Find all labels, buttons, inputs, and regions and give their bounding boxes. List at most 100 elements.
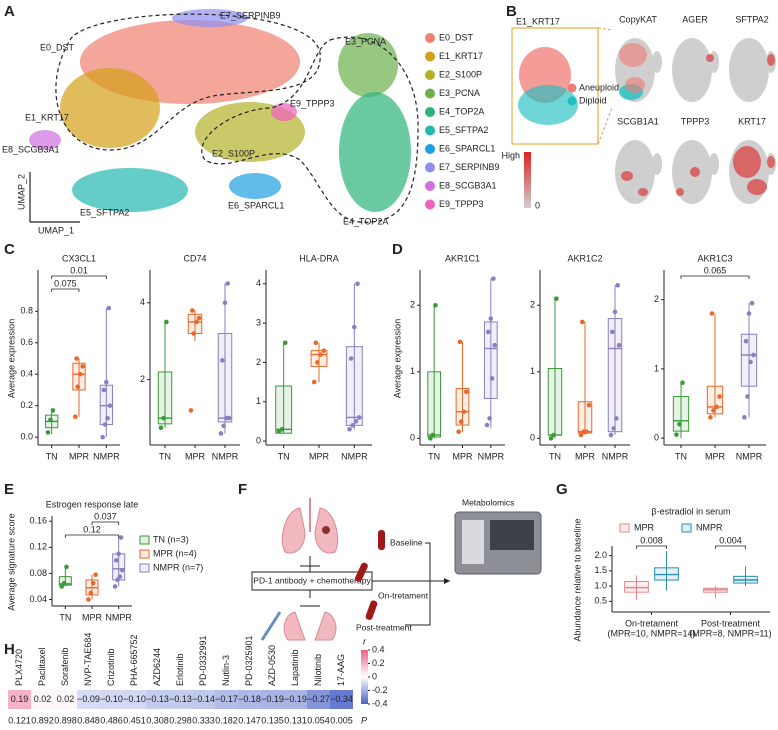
box-body [624,581,649,593]
data-point [464,389,469,395]
data-point [677,421,682,427]
x-tick-label: NMPR [212,451,239,461]
umap-x-label: UMAP_1 [38,225,74,235]
panel-letter: C [4,241,15,258]
cluster-outline [201,36,419,223]
box-body [547,367,563,436]
cell-value: −0.18 [238,694,261,704]
inset-box [511,27,599,145]
box-body [217,333,233,423]
box-body [740,333,758,387]
data-point [77,371,83,377]
data-point [104,379,109,385]
heat-cell [169,690,192,709]
heat-cell [261,690,284,709]
cell-value: −0.17 [215,694,238,704]
y-tick-label: 0 [530,433,535,443]
x-tick-label: TN [59,612,71,622]
y-tick-label: 1 [654,363,659,373]
cell-value: −0.27 [307,694,330,704]
heat-cell [54,690,77,709]
drug-label: NVP-TAE684 [83,633,93,686]
data-point [115,577,120,583]
gene-title: SFTPA2 [735,14,768,24]
data-point [221,423,226,429]
x-tick-label: NMPR [478,451,505,461]
data-point [226,415,232,421]
data-point [615,283,620,288]
y-tick-label: 0.12 [29,542,47,552]
y-axis-label: Average expression [6,319,16,398]
box-body [672,396,690,432]
scalpel-icon [260,611,282,641]
step-label: Baseline [390,537,423,547]
cluster-cloud [60,68,160,148]
legend-swatch [139,549,150,559]
gene-title: TPPP3 [681,116,710,126]
x-tick-label: NMPR [341,451,368,461]
lung-icon [281,507,306,554]
feature-cloud [672,38,712,102]
p-value: 0.182 [215,715,238,725]
colorbar-tick-label: -0.2 [372,685,388,695]
legend-swatch [425,144,435,154]
legend-label: E6_SPARCL1 [439,143,495,153]
panel-letter: F [238,481,247,498]
legend-swatch [425,181,435,191]
y-tick-label: 2 [256,357,261,367]
legend-swatch [425,51,435,62]
box-body [157,371,173,425]
heat-cell [215,690,238,709]
chart-title: AKR1C2 [567,253,602,263]
heat-cell [8,690,31,709]
p-value: 0.054 [307,715,330,725]
x-tick-label: MPR [575,451,596,461]
data-point [711,408,716,413]
data-point [321,348,327,353]
gene-title: SCGB1A1 [617,116,659,126]
data-point [610,329,615,335]
legend-swatch [425,33,435,43]
data-point [586,402,592,408]
p-value-label: 0.075 [54,278,77,288]
legend-swatch [425,88,435,99]
data-point [352,324,357,330]
cell-value: 0.02 [57,694,75,704]
arrowhead [444,578,450,584]
data-point [59,584,65,589]
drug-label: Nilotinib [313,654,323,686]
significance-bracket [715,545,746,549]
legend-label: E0_DST [439,32,474,42]
data-point [614,416,619,421]
data-point [492,342,497,348]
data-point [191,331,196,336]
y-tick-label: 2 [410,300,415,310]
significance-bracket [51,288,80,292]
p-value: 0.147 [238,715,261,725]
data-point [743,338,749,344]
data-point [119,567,125,573]
instrument-icon [462,520,484,564]
cell-value: −0.10 [123,694,146,704]
legend-swatch [139,535,150,545]
chart-title: β-estradiol in serum [651,506,730,516]
significance-bracket [636,545,667,549]
data-point [196,315,202,321]
lung-icon [314,611,337,641]
data-point [318,352,323,357]
cluster-cloud [338,33,398,97]
legend-label: NMPR [696,522,723,532]
heat-cell [238,690,261,709]
legend-label: Aneuploid [579,82,619,92]
umap-y-label: UMAP_2 [16,174,26,210]
expression-spot [747,179,767,195]
data-point [117,574,123,579]
data-point [489,376,495,381]
x-tick-label: On-tretament [625,618,679,628]
y-tick-label: 0.08 [29,568,47,578]
x-tick-label: TN [46,451,58,461]
treatment-label: PD-1 antibody + chemotherapy [253,575,371,585]
p-value: 0.333 [192,715,215,725]
colorbar-tick-label: -0.4 [372,698,388,708]
legend-label: Diploid [579,95,607,105]
